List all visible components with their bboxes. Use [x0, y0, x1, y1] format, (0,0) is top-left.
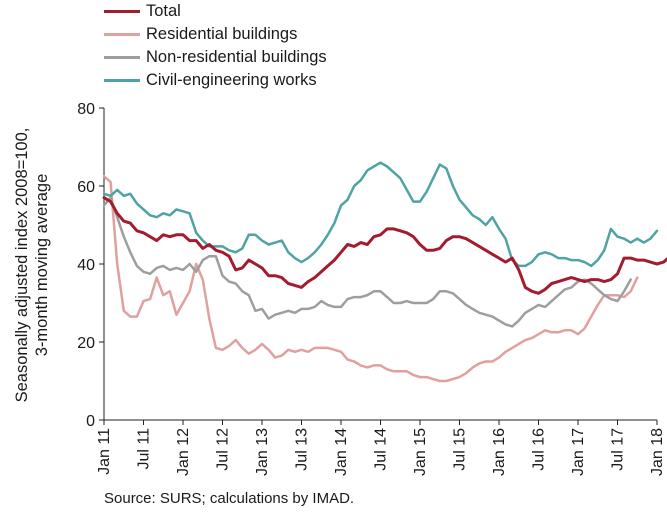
x-tick-label: Jan 15: [412, 428, 429, 476]
series-line-residential-buildings: [102, 175, 639, 383]
x-tick-label: Jul 15: [452, 428, 469, 471]
series-line-non-residential-buildings: [102, 196, 632, 328]
y-axis-label-line-1: Seasonally adjusted index 2008=100,: [13, 127, 31, 403]
series-line-civil-engineering-works: [102, 161, 659, 268]
y-tick-label: 60: [77, 179, 95, 196]
legend-label-total: Total: [146, 2, 181, 20]
legend-swatch-non-residential-buildings: [104, 56, 140, 59]
legend-item-civil-engineering-works: Civil-engineering works: [104, 69, 327, 92]
legend-item-total: Total: [104, 0, 327, 23]
y-tick-label: 20: [77, 335, 95, 352]
series-line-total: [102, 196, 667, 295]
y-tick-label: 40: [77, 257, 95, 274]
x-tick-label: Jan 12: [175, 428, 192, 476]
x-tick-label: Jul 13: [294, 428, 311, 471]
x-tick-label: Jul 14: [373, 428, 390, 471]
y-tick-label: 0: [86, 413, 95, 430]
x-tick-label: Jul 12: [215, 428, 232, 471]
x-tick-label: Jan 17: [570, 428, 587, 476]
legend-item-non-residential-buildings: Non-residential buildings: [104, 46, 327, 69]
chart-axes: 0 20 40 60 80 Jan 11 Jul 11 Jan 12 Jul 12 Jan 13 J…: [77, 101, 666, 476]
legend-swatch-residential-buildings: [104, 33, 140, 36]
x-tick-label: Jul 16: [531, 428, 548, 471]
legend-label-residential-buildings: Residential buildings: [146, 25, 298, 43]
x-tick-label: Jul 11: [136, 428, 153, 470]
x-tick-label: Jan 14: [333, 428, 350, 476]
legend-label-civil-engineering-works: Civil-engineering works: [146, 71, 317, 89]
legend-label-non-residential-buildings: Non-residential buildings: [146, 48, 327, 66]
x-tick-label: Jan 18: [649, 428, 666, 476]
y-axis-label-line-2: 3-month moving average: [33, 173, 51, 357]
x-tick-label: Jan 13: [254, 428, 271, 476]
legend-swatch-total: [104, 10, 140, 13]
legend-swatch-civil-engineering-works: [104, 79, 140, 82]
x-tick-label: Jan 16: [491, 428, 508, 476]
chart-series: [102, 161, 667, 383]
chart-legend: Total Residential buildings Non-resident…: [104, 0, 327, 92]
source-note: Source: SURS; calculations by IMAD.: [104, 490, 355, 507]
x-tick-label: Jan 11: [96, 428, 113, 475]
legend-item-residential-buildings: Residential buildings: [104, 23, 327, 46]
y-tick-label: 80: [77, 101, 95, 118]
x-tick-label: Jul 17: [610, 428, 627, 471]
